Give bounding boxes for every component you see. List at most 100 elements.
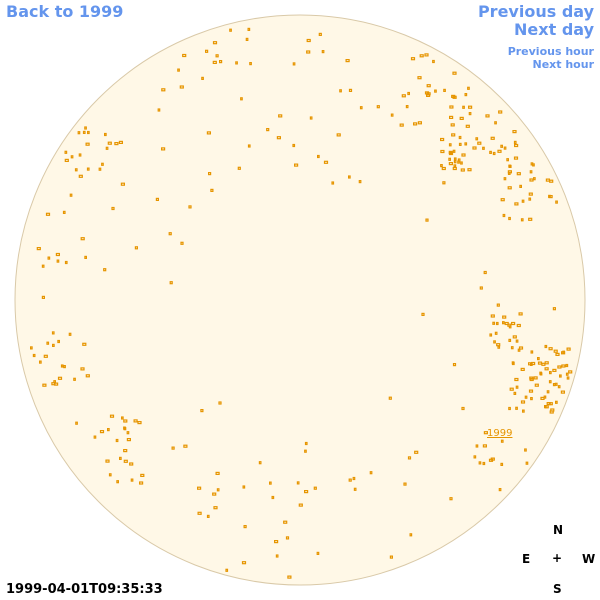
feature-mark	[348, 175, 351, 179]
feature-mark	[134, 246, 138, 250]
feature-mark	[369, 471, 373, 475]
feature-mark	[458, 142, 462, 146]
feature-mark	[274, 539, 279, 544]
feature-mark	[218, 401, 222, 405]
feature-mark	[169, 281, 173, 285]
feature-mark	[448, 157, 451, 161]
feature-mark	[339, 89, 342, 93]
feature-mark	[75, 421, 78, 425]
feature-mark	[498, 488, 502, 492]
feature-mark	[452, 149, 456, 153]
feature-mark	[525, 461, 529, 465]
feature-mark	[529, 170, 533, 174]
feature-mark	[520, 400, 526, 404]
feature-mark	[552, 383, 556, 387]
feature-mark	[498, 110, 503, 114]
feature-mark	[534, 383, 539, 387]
feature-mark	[479, 286, 483, 290]
feature-mark	[115, 438, 119, 443]
feature-mark	[200, 409, 204, 413]
feature-mark	[161, 147, 166, 151]
compass-west-label: W	[582, 552, 596, 566]
feature-mark	[41, 295, 46, 299]
feature-mark	[465, 124, 470, 128]
next-hour-link[interactable]: Next hour	[532, 58, 595, 71]
feature-mark	[475, 137, 479, 141]
feature-mark	[419, 54, 424, 58]
feature-mark	[510, 346, 514, 350]
feature-mark	[462, 105, 465, 109]
feature-mark	[321, 49, 325, 54]
feature-mark	[123, 419, 128, 423]
feature-mark	[118, 140, 124, 144]
feature-mark	[511, 361, 515, 366]
back-to-year-link[interactable]: Back to 1999	[6, 2, 124, 21]
active-region-features	[30, 27, 573, 579]
feature-mark	[51, 343, 55, 347]
feature-mark	[528, 192, 533, 196]
feature-mark	[543, 395, 547, 399]
feature-mark	[108, 473, 112, 477]
feature-mark	[36, 247, 41, 251]
feature-mark	[482, 461, 486, 466]
feature-mark	[528, 389, 534, 393]
feature-mark	[494, 331, 498, 335]
feature-mark	[483, 270, 487, 275]
feature-mark	[532, 163, 535, 167]
feature-mark	[548, 347, 553, 351]
feature-mark	[292, 62, 296, 66]
feature-mark	[212, 41, 218, 45]
feature-mark	[417, 121, 422, 125]
feature-mark	[514, 377, 519, 382]
feature-mark	[296, 481, 300, 485]
feature-mark	[269, 481, 272, 485]
feature-mark	[482, 146, 485, 150]
feature-mark	[524, 448, 527, 452]
feature-mark	[118, 456, 122, 460]
feature-mark	[539, 371, 543, 375]
feature-mark	[64, 150, 68, 154]
feature-mark	[55, 252, 61, 257]
feature-mark	[502, 315, 507, 319]
feature-mark	[432, 59, 435, 64]
region-year-link[interactable]: 1999	[487, 428, 513, 439]
feature-mark	[452, 166, 457, 171]
feature-mark	[171, 446, 175, 450]
feature-mark	[161, 88, 166, 92]
feature-mark	[566, 376, 570, 380]
feature-mark	[85, 142, 90, 146]
feature-mark	[409, 533, 413, 537]
feature-mark	[99, 430, 105, 434]
feature-mark	[258, 461, 262, 465]
previous-hour-link[interactable]: Previous hour	[507, 45, 594, 58]
feature-mark	[313, 486, 317, 490]
feature-mark	[51, 331, 55, 335]
feature-mark	[304, 490, 309, 494]
feature-mark	[229, 28, 232, 32]
previous-day-link[interactable]: Previous day	[477, 2, 594, 21]
feature-mark	[206, 514, 210, 519]
feature-mark	[41, 264, 45, 268]
feature-mark	[424, 53, 429, 57]
feature-mark	[518, 346, 524, 350]
feature-mark	[389, 555, 393, 559]
feature-mark	[60, 364, 64, 368]
feature-mark	[215, 471, 220, 475]
feature-mark	[410, 57, 416, 61]
feature-mark	[30, 346, 33, 350]
feature-mark	[513, 140, 517, 144]
feature-mark	[237, 166, 241, 170]
feature-mark	[552, 368, 557, 372]
feature-mark	[494, 121, 497, 125]
feature-mark	[468, 111, 472, 116]
feature-mark	[42, 383, 47, 387]
feature-mark	[560, 390, 566, 394]
feature-mark	[240, 97, 243, 101]
feature-mark	[520, 218, 524, 222]
feature-mark	[557, 365, 562, 369]
feature-mark	[560, 351, 566, 355]
feature-mark	[82, 342, 87, 346]
feature-mark	[440, 137, 445, 142]
next-day-link[interactable]: Next day	[514, 20, 594, 39]
